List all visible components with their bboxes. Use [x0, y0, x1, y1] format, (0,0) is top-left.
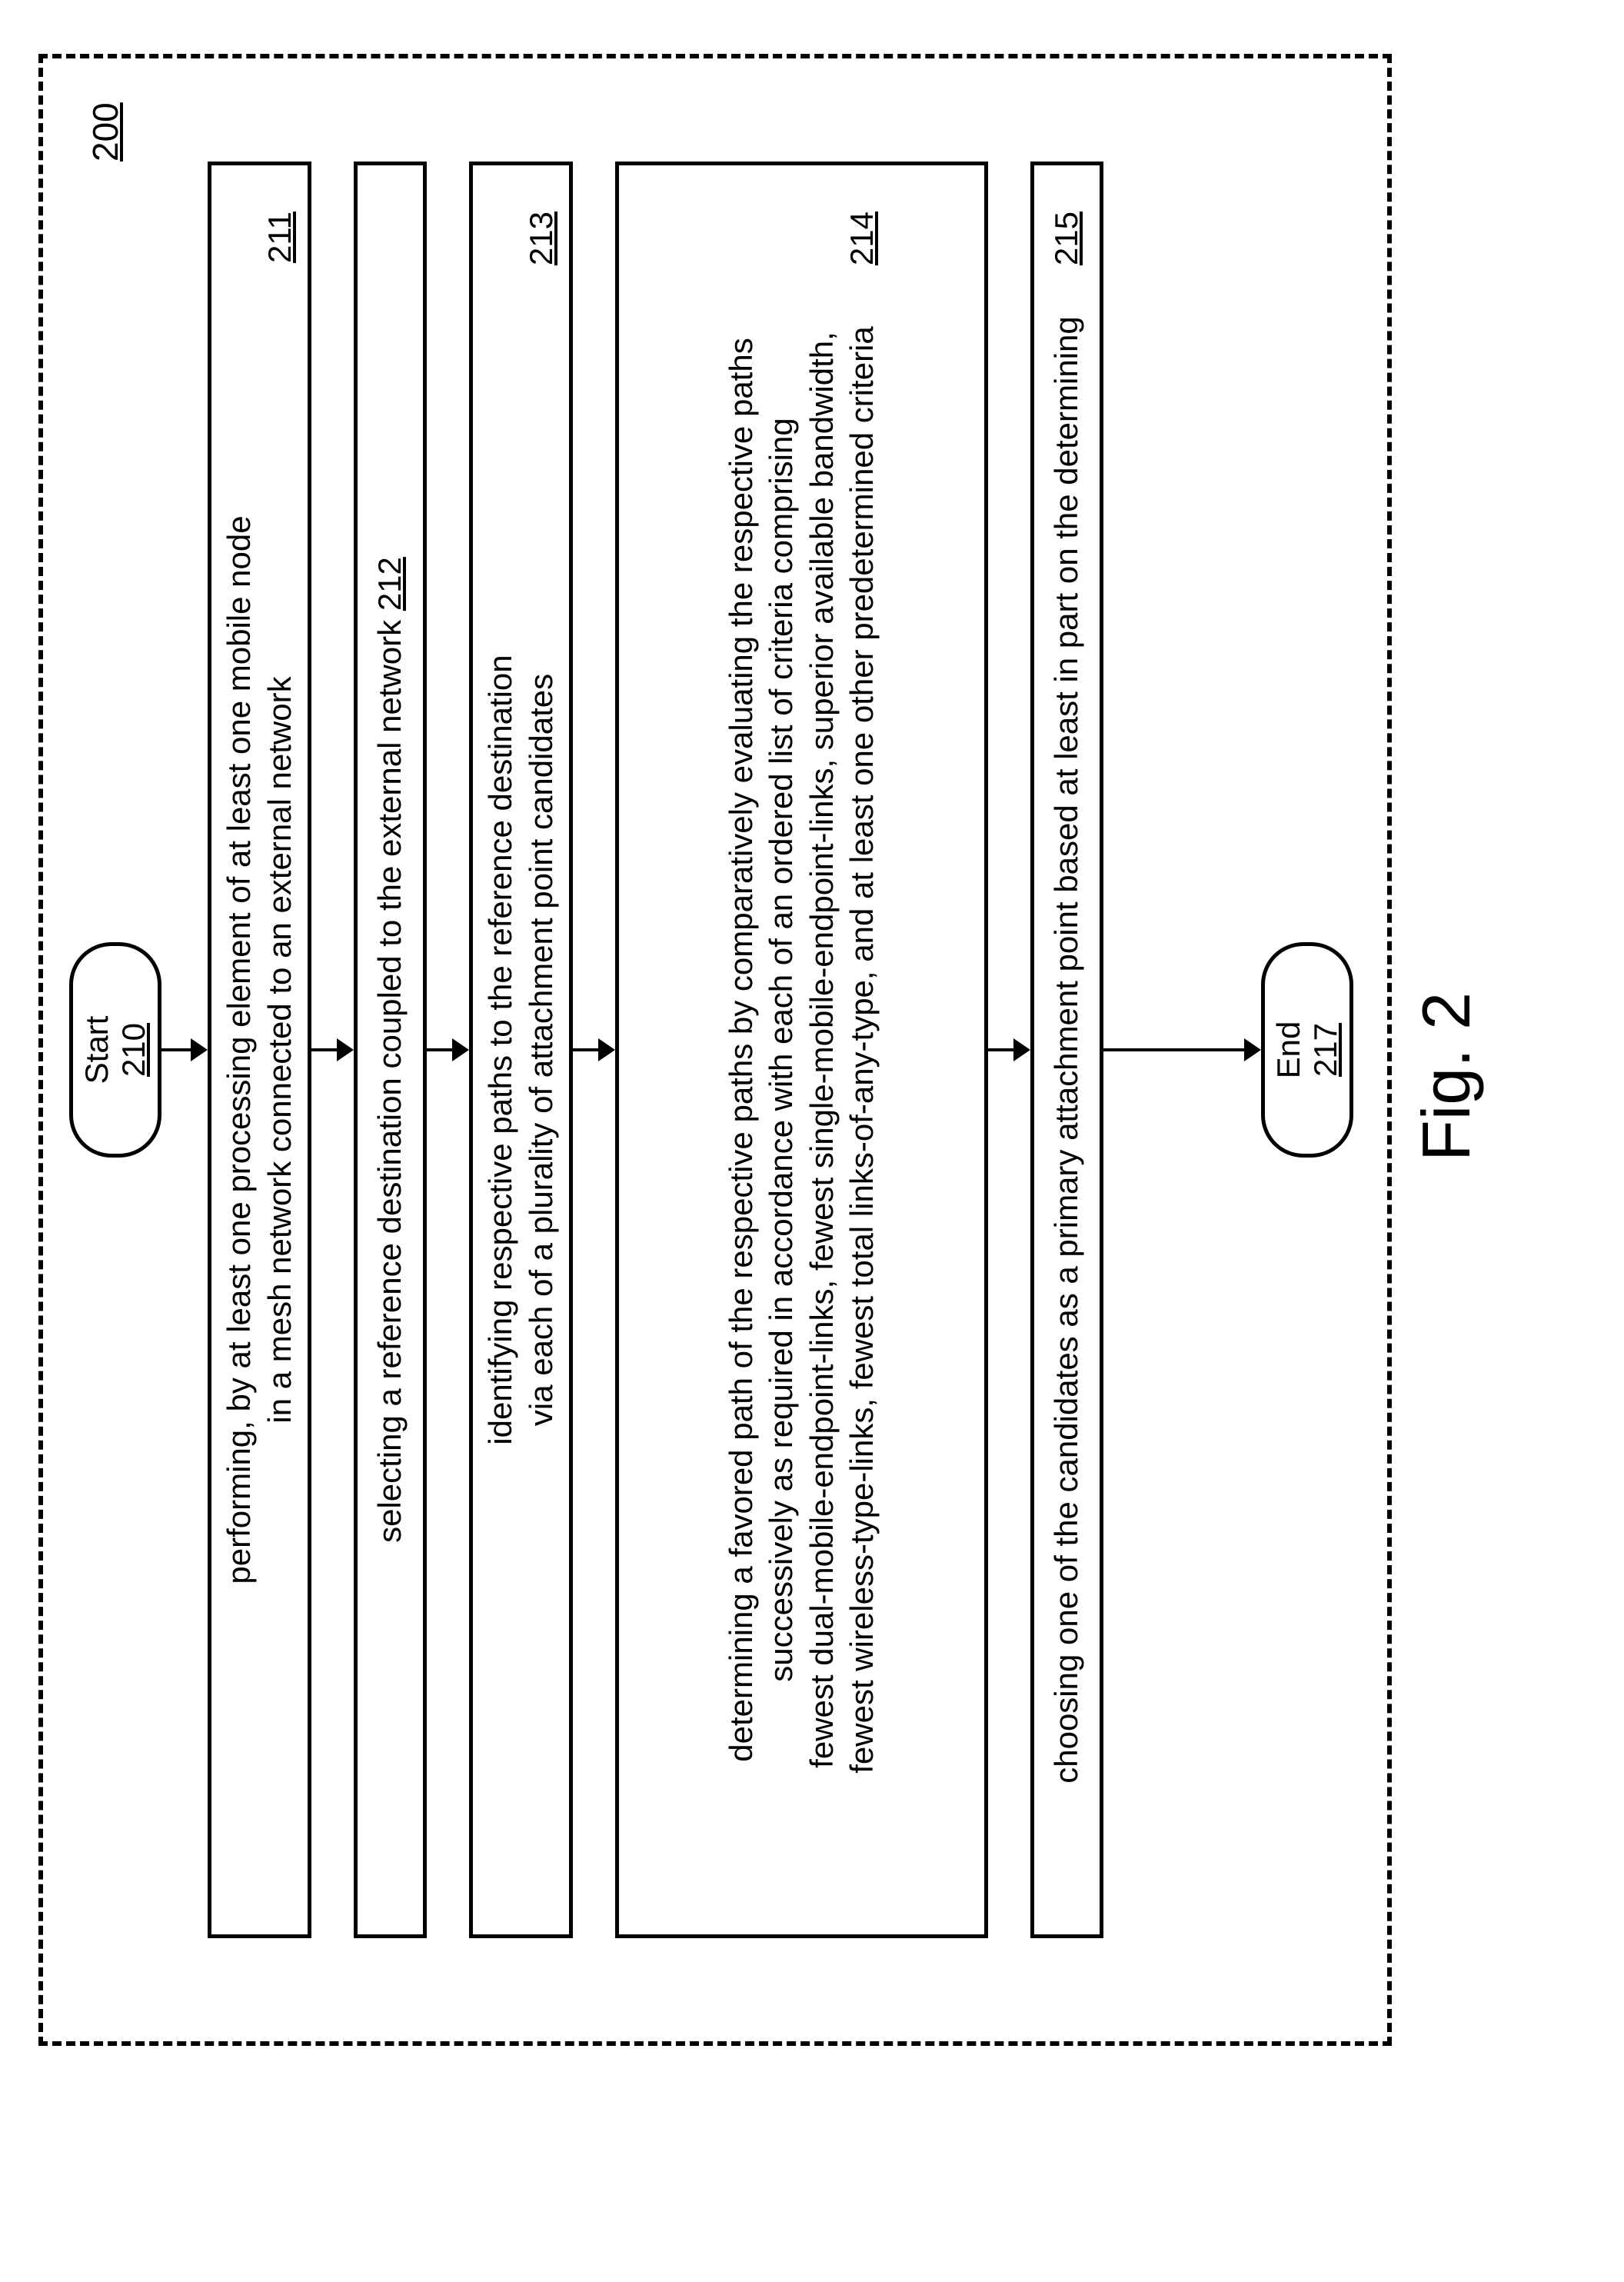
process-box-line: determining a favored path of the respec…: [721, 212, 762, 1888]
arrow-down-icon: [988, 1034, 1030, 1065]
process-box-line: selecting a reference destination couple…: [370, 212, 411, 1888]
container-reference-number: 200: [85, 102, 126, 162]
process-box-line: via each of a plurality of attachment po…: [521, 212, 562, 1888]
terminal-start-label: Start: [78, 1016, 115, 1084]
process-box-line: choosing one of the candidates as a prim…: [1047, 212, 1087, 1888]
process-box: identifying respective paths to the refe…: [469, 162, 573, 1938]
process-box-ref: 213: [521, 212, 562, 265]
process-box: selecting a reference destination couple…: [354, 162, 427, 1938]
diagram-stage: 200 Start 210 End 217 performing, by at …: [0, 0, 1499, 2100]
process-box-line: performing, by at least one processing e…: [219, 212, 260, 1888]
arrow-down-icon: [161, 1034, 208, 1065]
page: 200 Start 210 End 217 performing, by at …: [0, 0, 1624, 2282]
figure-caption: Fig. 2: [1407, 992, 1486, 1161]
process-box-line: fewest wireless-type-links, fewest total…: [842, 212, 883, 1888]
arrow-down-icon: [573, 1034, 615, 1065]
arrow-down-icon: [311, 1034, 354, 1065]
process-box-text: selecting a reference destination couple…: [370, 212, 411, 1888]
process-box-ref: 214: [842, 212, 883, 265]
process-box: performing, by at least one processing e…: [208, 162, 311, 1938]
terminal-end-label: End: [1270, 1021, 1307, 1079]
process-box-line: fewest dual-mobile-endpoint-links, fewes…: [802, 212, 843, 1888]
process-box-text: choosing one of the candidates as a prim…: [1047, 212, 1087, 1888]
process-box-text: determining a favored path of the respec…: [721, 212, 883, 1888]
process-box-ref: 215: [1047, 212, 1087, 265]
process-box-text: identifying respective paths to the refe…: [481, 212, 561, 1888]
process-box-line: successively as required in accordance w…: [761, 212, 802, 1888]
terminal-start-ref: 210: [115, 1023, 152, 1077]
terminal-start: Start 210: [69, 942, 161, 1158]
process-box: determining a favored path of the respec…: [615, 162, 988, 1938]
process-box-ref: 212: [371, 557, 408, 611]
terminal-end: End 217: [1261, 942, 1353, 1158]
terminal-end-ref: 217: [1307, 1023, 1344, 1077]
process-box-ref: 211: [260, 212, 301, 263]
process-box: choosing one of the candidates as a prim…: [1030, 162, 1103, 1938]
arrow-down-icon: [427, 1034, 469, 1065]
process-box-line: identifying respective paths to the refe…: [481, 212, 521, 1888]
process-box-line: in a mesh network connected to an extern…: [260, 212, 301, 1888]
process-box-text: performing, by at least one processing e…: [219, 212, 300, 1888]
arrow-down-icon: [1103, 1034, 1261, 1065]
